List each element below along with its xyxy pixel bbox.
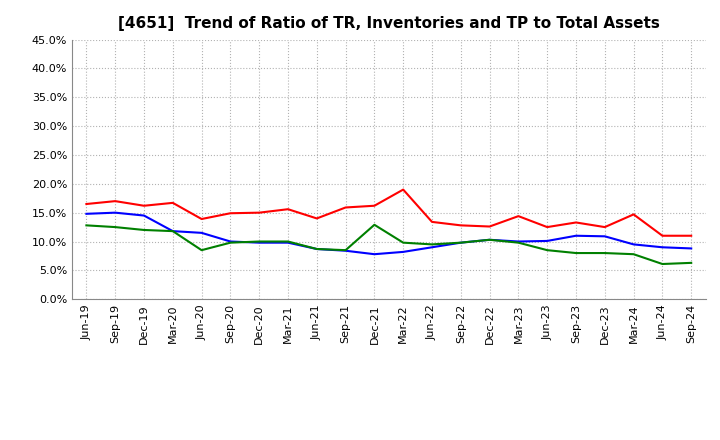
Trade Receivables: [629, 212, 638, 217]
Trade Payables: [312, 246, 321, 252]
Trade Payables: [514, 240, 523, 246]
Trade Receivables: [312, 216, 321, 221]
Inventories: [140, 213, 148, 218]
Trade Receivables: [168, 200, 177, 205]
Inventories: [111, 210, 120, 215]
Trade Payables: [341, 248, 350, 253]
Trade Payables: [658, 261, 667, 267]
Trade Payables: [284, 239, 292, 244]
Trade Receivables: [485, 224, 494, 229]
Trade Receivables: [370, 203, 379, 209]
Inventories: [82, 211, 91, 216]
Inventories: [600, 234, 609, 239]
Inventories: [658, 245, 667, 250]
Trade Payables: [370, 222, 379, 227]
Inventories: [485, 237, 494, 242]
Inventories: [168, 228, 177, 234]
Inventories: [456, 240, 465, 246]
Line: Inventories: Inventories: [86, 213, 691, 254]
Inventories: [312, 246, 321, 252]
Trade Receivables: [687, 233, 696, 238]
Inventories: [428, 245, 436, 250]
Inventories: [226, 239, 235, 244]
Line: Trade Payables: Trade Payables: [86, 225, 691, 264]
Inventories: [197, 230, 206, 235]
Inventories: [572, 233, 580, 238]
Title: [4651]  Trend of Ratio of TR, Inventories and TP to Total Assets: [4651] Trend of Ratio of TR, Inventories…: [118, 16, 660, 32]
Inventories: [687, 246, 696, 251]
Trade Payables: [456, 240, 465, 246]
Trade Receivables: [543, 224, 552, 230]
Inventories: [341, 248, 350, 253]
Inventories: [629, 242, 638, 247]
Trade Receivables: [658, 233, 667, 238]
Trade Receivables: [111, 198, 120, 204]
Inventories: [514, 239, 523, 244]
Inventories: [543, 238, 552, 244]
Inventories: [284, 240, 292, 246]
Trade Payables: [629, 252, 638, 257]
Trade Payables: [255, 239, 264, 244]
Trade Receivables: [428, 219, 436, 224]
Trade Receivables: [255, 210, 264, 215]
Trade Payables: [687, 260, 696, 265]
Trade Receivables: [197, 216, 206, 222]
Trade Receivables: [82, 202, 91, 207]
Trade Receivables: [226, 211, 235, 216]
Trade Receivables: [514, 213, 523, 219]
Inventories: [255, 240, 264, 246]
Trade Payables: [399, 240, 408, 246]
Trade Payables: [600, 250, 609, 256]
Trade Receivables: [140, 203, 148, 209]
Trade Receivables: [341, 205, 350, 210]
Inventories: [370, 252, 379, 257]
Trade Receivables: [572, 220, 580, 225]
Trade Payables: [82, 223, 91, 228]
Trade Payables: [572, 250, 580, 256]
Line: Trade Receivables: Trade Receivables: [86, 190, 691, 236]
Trade Payables: [428, 242, 436, 247]
Trade Payables: [485, 237, 494, 242]
Trade Receivables: [456, 223, 465, 228]
Trade Payables: [168, 228, 177, 234]
Trade Payables: [543, 248, 552, 253]
Trade Receivables: [284, 206, 292, 212]
Trade Receivables: [600, 224, 609, 230]
Trade Payables: [140, 227, 148, 233]
Trade Payables: [226, 240, 235, 246]
Inventories: [399, 249, 408, 254]
Trade Receivables: [399, 187, 408, 192]
Trade Payables: [111, 224, 120, 230]
Trade Payables: [197, 248, 206, 253]
